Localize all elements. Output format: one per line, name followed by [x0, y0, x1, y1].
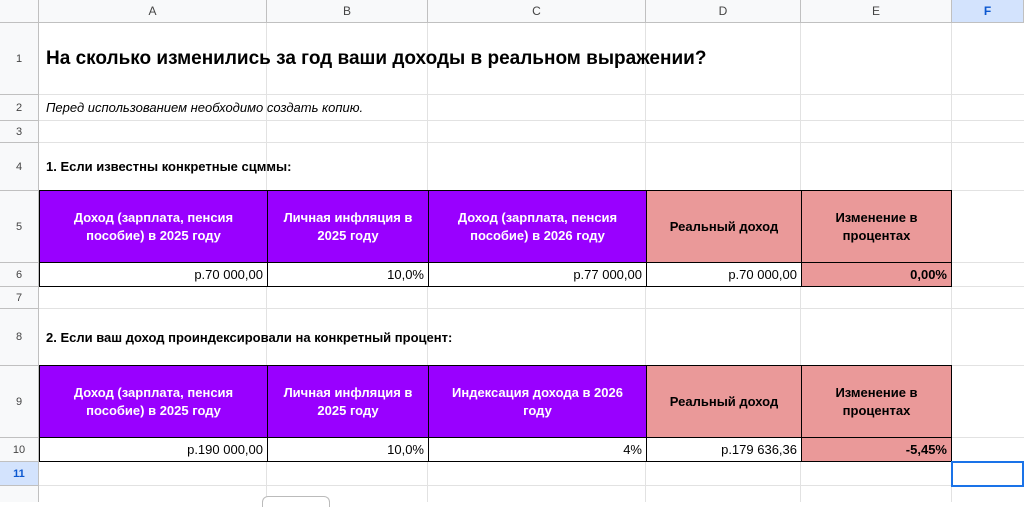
section1-heading[interactable]: 1. Если известны конкретные сцммы:: [46, 159, 292, 174]
row-header-11[interactable]: 11: [0, 462, 39, 486]
s2-header-real-income[interactable]: Реальный доход: [646, 365, 802, 438]
s1-header-income-2026[interactable]: Доход (зарплата, пенсия пособие) в 2026 …: [428, 190, 647, 263]
column-header-d[interactable]: D: [646, 0, 801, 23]
s1-header-change-percent[interactable]: Изменение в процентах: [801, 190, 952, 263]
s1-change-percent-value[interactable]: 0,00%: [801, 262, 952, 287]
s2-real-income-value[interactable]: р.179 636,36: [646, 437, 802, 462]
column-header-e[interactable]: E: [801, 0, 952, 23]
row-header-5[interactable]: 5: [0, 191, 39, 263]
s1-income-2025-value[interactable]: р.70 000,00: [39, 262, 268, 287]
s1-real-income-value[interactable]: р.70 000,00: [646, 262, 802, 287]
column-header-a[interactable]: A: [39, 0, 267, 23]
s2-header-change-percent[interactable]: Изменение в процентах: [801, 365, 952, 438]
row-header-3[interactable]: 3: [0, 121, 39, 143]
s2-header-indexation[interactable]: Индексация дохода в 2026 году: [428, 365, 647, 438]
column-header-c[interactable]: C: [428, 0, 646, 23]
s2-inflation-value[interactable]: 10,0%: [267, 437, 429, 462]
gridline: [39, 142, 1024, 143]
s2-header-income-2025[interactable]: Доход (зарплата, пенсия пособие) в 2025 …: [39, 365, 268, 438]
row-header-10[interactable]: 10: [0, 438, 39, 462]
row-header-6[interactable]: 6: [0, 263, 39, 287]
row-header-2[interactable]: 2: [0, 95, 39, 121]
s2-change-percent-value[interactable]: -5,45%: [801, 437, 952, 462]
section2-heading[interactable]: 2. Если ваш доход проиндексировали на ко…: [46, 329, 453, 345]
s1-header-inflation[interactable]: Личная инфляция в 2025 году: [267, 190, 429, 263]
column-header-b[interactable]: B: [267, 0, 428, 23]
s1-header-income-2025[interactable]: Доход (зарплата, пенсия пособие) в 2025 …: [39, 190, 268, 263]
gridline: [39, 94, 1024, 95]
row-header-4[interactable]: 4: [0, 143, 39, 191]
gridline: [39, 485, 1024, 486]
s2-indexation-value[interactable]: 4%: [428, 437, 647, 462]
row-header-12[interactable]: [0, 486, 39, 502]
column-header-f[interactable]: F: [952, 0, 1024, 23]
gridline: [39, 120, 1024, 121]
row-header-8[interactable]: 8: [0, 309, 39, 366]
row-header-9[interactable]: 9: [0, 366, 39, 438]
select-all-corner[interactable]: [0, 0, 39, 23]
row-header-7[interactable]: 7: [0, 287, 39, 309]
s1-inflation-value[interactable]: 10,0%: [267, 262, 429, 287]
row-header-1[interactable]: 1: [0, 23, 39, 95]
copy-note[interactable]: Перед использованием необходимо создать …: [46, 100, 364, 115]
s1-income-2026-value[interactable]: р.77 000,00: [428, 262, 647, 287]
selected-cell-f11[interactable]: [951, 461, 1024, 487]
sheet-title[interactable]: На сколько изменились за год ваши доходы…: [46, 47, 707, 69]
s2-income-2025-value[interactable]: р.190 000,00: [39, 437, 268, 462]
s2-header-inflation[interactable]: Личная инфляция в 2025 году: [267, 365, 429, 438]
s1-header-real-income[interactable]: Реальный доход: [646, 190, 802, 263]
gridline: [39, 308, 1024, 309]
